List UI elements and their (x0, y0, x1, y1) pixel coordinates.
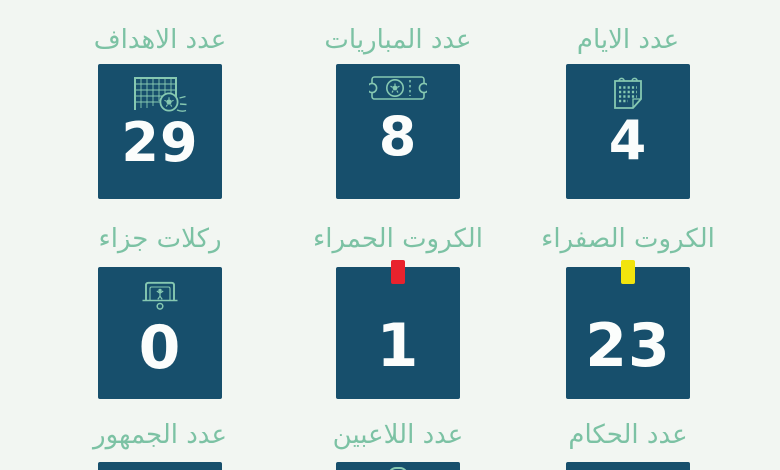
penalty-goal-icon (142, 281, 178, 310)
stat-value-days: 4 (608, 109, 648, 172)
stat-cell-matches: عدد المباريات 8 (324, 0, 472, 470)
stat-label-goals: عدد الاهداف (93, 25, 227, 55)
ticket-icon (369, 76, 427, 100)
stat-label-matches: عدد المباريات (324, 25, 472, 55)
goal-ball-icon (134, 77, 187, 112)
stat-value-yellow-cards: 23 (585, 311, 671, 381)
stat-cell-goals: عدد الاهداف 29 (94, 0, 226, 470)
stat-value-red-cards: 1 (376, 311, 420, 381)
stat-card-penalty-kicks: 0 (98, 267, 222, 399)
stat-card-yellow-cards: 23 (566, 260, 690, 399)
stat-value-matches: 8 (378, 105, 418, 168)
stat-cell-penalty-kicks: ركلات جزاء 0 (98, 0, 222, 470)
stat-card-referees (566, 462, 690, 470)
stat-cell-players: عدد اللاعبين (333, 0, 463, 470)
stat-card-days: 4 (566, 64, 690, 199)
stat-label-players: عدد اللاعبين (332, 420, 464, 450)
stat-cell-referees: عدد الحكام (566, 0, 690, 470)
stat-card-red-cards: 1 (336, 260, 460, 399)
stat-label-referees: عدد الحكام (568, 420, 688, 450)
stat-cell-days: عدد الايام 4 (566, 0, 690, 470)
stat-label-red-cards: الكروت الحمراء (313, 224, 483, 254)
stat-cell-red-cards: الكروت الحمراء 1 (313, 0, 483, 470)
yellow-card-icon (621, 260, 635, 284)
stat-label-days: عدد الايام (576, 25, 680, 55)
calendar-icon (614, 77, 642, 109)
stat-card-audience (98, 462, 222, 470)
red-card-icon (391, 260, 405, 284)
stat-label-yellow-cards: الكروت الصفراء (541, 224, 715, 254)
stat-card-players (336, 462, 460, 470)
stat-card-goals: 29 (98, 64, 222, 199)
stat-cell-yellow-cards: الكروت الصفراء 23 (541, 0, 715, 470)
stat-label-penalty-kicks: ركلات جزاء (98, 224, 222, 254)
stat-card-matches: 8 (336, 64, 460, 199)
stat-label-audience: عدد الجمهور (93, 420, 227, 450)
stat-value-penalty-kicks: 0 (138, 313, 182, 383)
stat-cell-audience: عدد الجمهور (93, 0, 227, 470)
stat-value-goals: 29 (121, 111, 199, 174)
